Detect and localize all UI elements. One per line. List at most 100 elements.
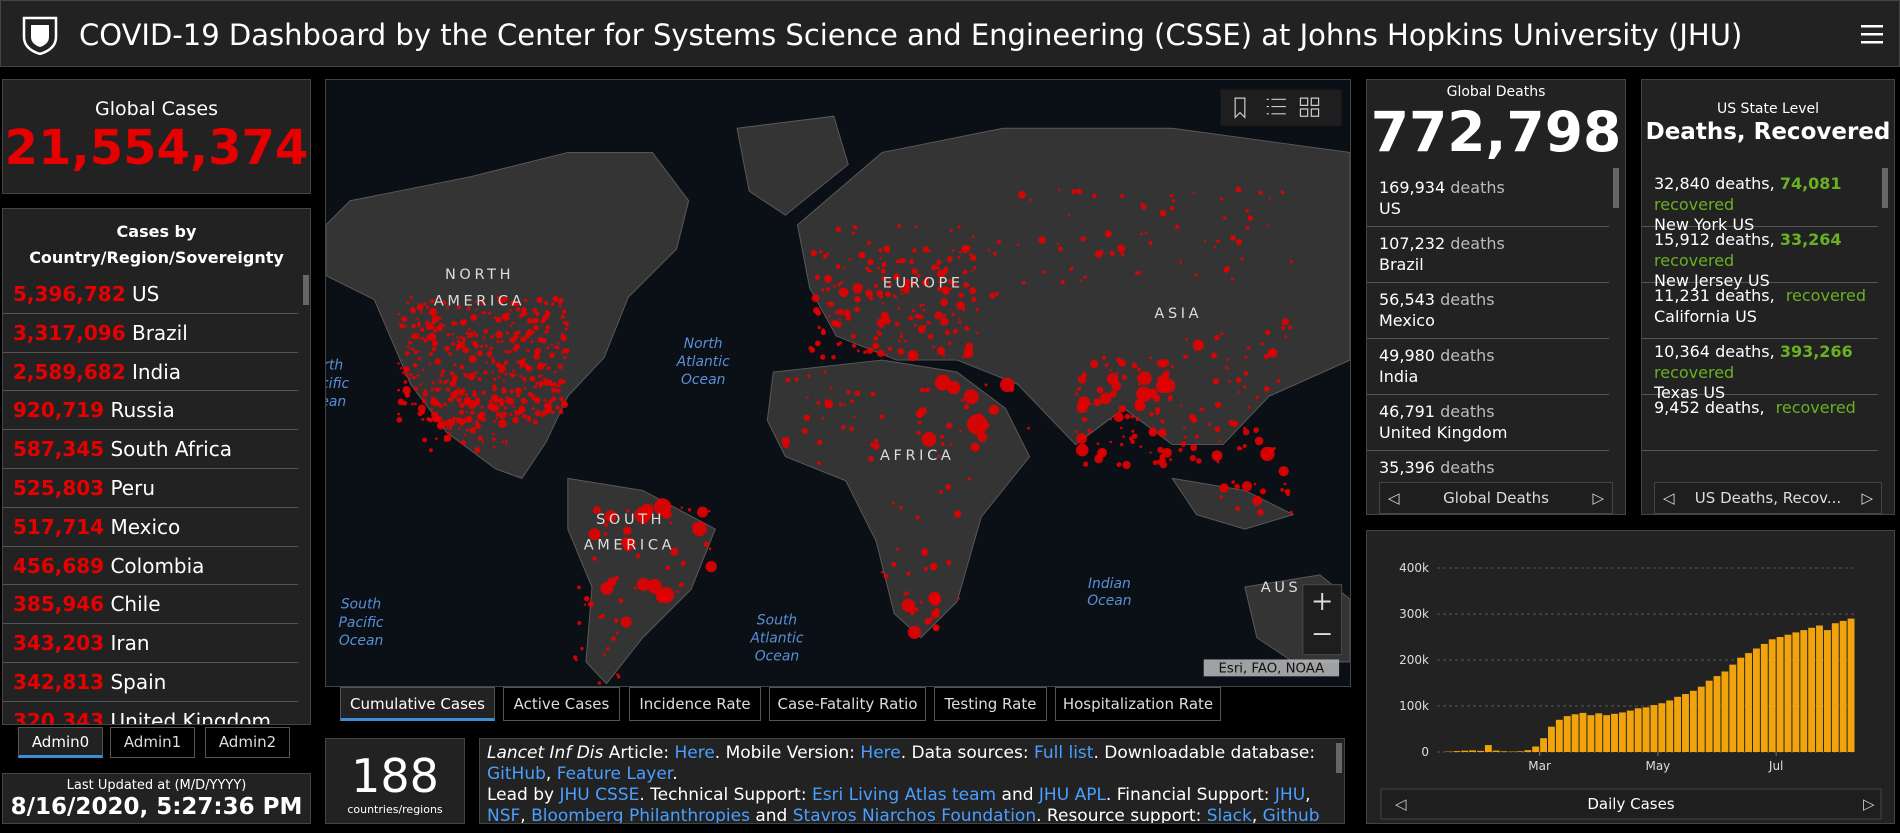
case-dot: [421, 397, 425, 401]
map-tab[interactable]: Incidence Rate: [629, 687, 761, 721]
info-link[interactable]: Esri Living Atlas team: [811, 785, 997, 805]
bar: [1461, 750, 1469, 752]
map-tab[interactable]: Active Cases: [503, 687, 620, 721]
scrollbar[interactable]: [1882, 168, 1888, 208]
bookmark-icon[interactable]: [1234, 97, 1246, 119]
continent-label: AMERICA: [584, 538, 675, 554]
prev-arrow[interactable]: ◁: [1663, 489, 1675, 507]
zoom-icons[interactable]: [1313, 593, 1331, 636]
case-dot: [836, 264, 841, 269]
case-dot: [1281, 318, 1289, 326]
case-dot: [1240, 256, 1244, 261]
map[interactable]: NORTH AMERICA EUROPE ASIA AFRICA SOUTH AMERICA…: [325, 79, 1351, 687]
case-dot: [876, 349, 885, 358]
case-dot: [516, 411, 521, 416]
case-dot: [806, 396, 809, 399]
case-dot: [963, 269, 968, 274]
case-dot: [452, 377, 458, 383]
prev-arrow[interactable]: ◁: [1395, 795, 1407, 813]
case-dot: [1278, 466, 1289, 477]
ocean-label: Indian: [1088, 576, 1131, 592]
country-name: Chile: [110, 592, 161, 617]
next-arrow[interactable]: ▷: [1592, 489, 1604, 507]
bar: [1800, 630, 1808, 752]
case-dot: [834, 310, 839, 314]
deaths-footer[interactable]: ◁ Global Deaths ▷: [1379, 482, 1613, 514]
info-link[interactable]: JHU: [1274, 785, 1306, 805]
info-link[interactable]: Slack: [1206, 806, 1252, 824]
map-tab[interactable]: Case-Fatality Ratio: [769, 687, 926, 721]
case-dot: [583, 603, 587, 607]
case-dot: [412, 362, 418, 368]
info-text: ,: [1251, 806, 1263, 824]
case-dot: [545, 324, 551, 330]
case-dot: [616, 673, 620, 677]
case-dot: [809, 347, 816, 353]
admin-tab[interactable]: Admin1: [110, 727, 195, 758]
scrollbar[interactable]: [303, 275, 309, 305]
menu-button[interactable]: [1859, 23, 1885, 45]
next-arrow[interactable]: ▷: [1861, 489, 1873, 507]
case-dot: [975, 307, 980, 312]
case-dot: [873, 335, 879, 341]
case-dot: [463, 433, 467, 437]
case-dot: [882, 261, 887, 266]
last-updated: Last Updated at (M/D/YYYY) 8/16/2020, 5:…: [2, 773, 311, 824]
admin-tab[interactable]: Admin2: [205, 727, 290, 758]
us-footer[interactable]: ◁ US Deaths, Recov... ▷: [1654, 482, 1882, 514]
prev-arrow[interactable]: ◁: [1388, 489, 1400, 507]
header: COVID-19 Dashboard by the Center for Sys…: [0, 0, 1900, 67]
map-tab[interactable]: Testing Rate: [934, 687, 1047, 721]
case-dot: [413, 402, 417, 406]
next-arrow[interactable]: ▷: [1863, 795, 1875, 813]
country-cases: 525,803: [13, 476, 105, 500]
map-tab[interactable]: Hospitalization Rate: [1055, 687, 1221, 721]
grid-icon[interactable]: [1299, 97, 1320, 117]
map-widgets: Esri, FAO, NOAA: [1203, 89, 1343, 677]
case-dot: [614, 575, 619, 581]
country-row: 5,396,782 US: [3, 275, 298, 314]
case-dot: [832, 284, 836, 288]
info-link[interactable]: Feature Layer: [556, 764, 673, 784]
case-dot: [1263, 386, 1270, 392]
us-line: 10,364 deaths, 393,266: [1654, 342, 1878, 363]
widget-bar[interactable]: [1220, 89, 1342, 126]
info-link[interactable]: JHU CSSE: [559, 785, 640, 805]
case-dot: [962, 307, 966, 312]
case-dot: [838, 287, 849, 298]
info-link[interactable]: Bloomberg Philanthropies: [531, 806, 750, 824]
case-dot: [550, 302, 554, 306]
info-link[interactable]: Full list: [1034, 743, 1094, 763]
case-dot: [526, 328, 534, 336]
info-link[interactable]: Stavros Niarchos Foundation: [792, 806, 1037, 824]
case-dot: [957, 597, 961, 600]
case-dot: [849, 399, 854, 404]
case-dot: [826, 302, 829, 305]
info-link[interactable]: Here: [674, 743, 715, 763]
case-dot: [397, 388, 401, 392]
info-link[interactable]: JHU APL: [1038, 785, 1106, 805]
admin-tab[interactable]: Admin0: [18, 727, 103, 758]
info-link[interactable]: Here: [860, 743, 901, 763]
scrollbar[interactable]: [1613, 168, 1619, 208]
case-dot: [1284, 488, 1291, 495]
case-dot: [434, 414, 438, 418]
scrollbar[interactable]: [1336, 743, 1342, 773]
map-tab[interactable]: Cumulative Cases: [340, 687, 495, 721]
info-link[interactable]: Github: [1262, 806, 1320, 824]
deaths-line: 49,980 deaths: [1379, 345, 1609, 366]
info-link[interactable]: NSF: [487, 806, 521, 824]
deaths-unit: deaths: [1440, 346, 1495, 365]
case-dot: [503, 350, 506, 353]
info-link[interactable]: GitHub: [487, 764, 546, 784]
case-dot: [460, 439, 467, 446]
case-dot: [1109, 390, 1117, 398]
bar: [1453, 751, 1461, 752]
case-dot: [1075, 392, 1079, 396]
chart-footer[interactable]: [1380, 788, 1882, 820]
info-panel: Lancet Inf Dis Article: Here. Mobile Ver…: [479, 738, 1345, 824]
case-dot: [403, 380, 408, 384]
us-line: 15,912 deaths, 33,264: [1654, 230, 1878, 251]
case-dot: [503, 367, 507, 371]
list-icon[interactable]: [1266, 98, 1286, 115]
